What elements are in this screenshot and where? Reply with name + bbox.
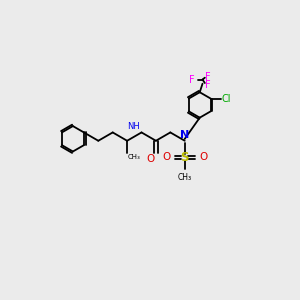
Text: N: N — [180, 130, 189, 140]
Text: F: F — [205, 72, 211, 82]
Text: O: O — [162, 152, 170, 162]
Text: O: O — [199, 152, 207, 162]
Text: F: F — [190, 74, 195, 85]
Text: F: F — [205, 80, 211, 90]
Text: CH₃: CH₃ — [178, 172, 192, 182]
Text: NH: NH — [127, 122, 140, 131]
Text: CH₃: CH₃ — [128, 154, 141, 160]
Text: O: O — [147, 154, 155, 164]
Text: S: S — [181, 151, 189, 164]
Text: Cl: Cl — [222, 94, 231, 103]
